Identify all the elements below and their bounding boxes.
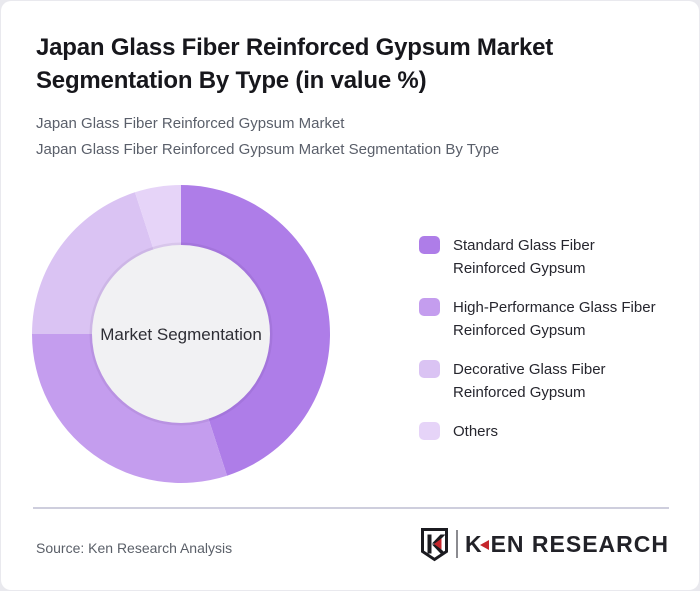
ken-research-badge-icon: [420, 527, 448, 561]
ken-research-logo: K EN RESEARCH: [420, 525, 669, 563]
badge-red-triangle-icon: [433, 538, 442, 549]
legend-item-1[interactable]: High-Performance Glass Fiber Reinforced G…: [419, 296, 679, 342]
legend-item-3[interactable]: Others: [419, 420, 679, 443]
subtitle-line-1: Japan Glass Fiber Reinforced Gypsum Mark…: [36, 115, 345, 132]
legend-swatch: [419, 360, 440, 378]
legend-swatch: [419, 236, 440, 254]
wordmark-red-triangle-icon: [479, 539, 489, 550]
donut-segment-2[interactable]: [32, 192, 154, 334]
donut-segment-0[interactable]: [181, 185, 330, 476]
page-title: Japan Glass Fiber Reinforced Gypsum Mark…: [36, 34, 554, 94]
logo-separator: [455, 530, 458, 558]
source-text: Source: Ken Research Analysis: [36, 540, 233, 556]
wordmark-k: K: [464, 530, 483, 557]
donut-center-label: Market Segmentation: [100, 325, 262, 344]
donut-chart[interactable]: Market Segmentation: [29, 182, 333, 486]
logo-wordmark: K EN RESEARCH: [465, 531, 669, 558]
subtitle-line-2: Japan Glass Fiber Reinforced Gypsum Mark…: [36, 141, 500, 158]
legend-label: Others: [453, 423, 499, 440]
legend-swatch: [419, 422, 440, 440]
legend-swatch: [419, 298, 440, 316]
donut-hole: [92, 245, 270, 423]
donut-segment-1[interactable]: [32, 334, 228, 483]
legend-label: Standard Glass Fiber Reinforced Gypsum: [453, 237, 595, 277]
legend-item-0[interactable]: Standard Glass Fiber Reinforced Gypsum: [419, 234, 679, 280]
legend-item-2[interactable]: Decorative Glass Fiber Reinforced Gypsum: [419, 358, 679, 404]
wordmark-rest: EN RESEARCH: [490, 530, 669, 557]
footer-divider: [33, 507, 669, 509]
chart-subtitles: Japan Glass Fiber Reinforced Gypsum Mark…: [36, 111, 656, 163]
legend-label: High-Performance Glass Fiber Reinforced G…: [453, 299, 656, 339]
donut-hole-shadow: [89, 242, 273, 426]
chart-legend: Standard Glass Fiber Reinforced Gypsum Hig…: [419, 234, 679, 459]
donut-segment-3[interactable]: [134, 185, 181, 251]
legend-label: Decorative Glass Fiber Reinforced Gypsum: [453, 361, 606, 401]
